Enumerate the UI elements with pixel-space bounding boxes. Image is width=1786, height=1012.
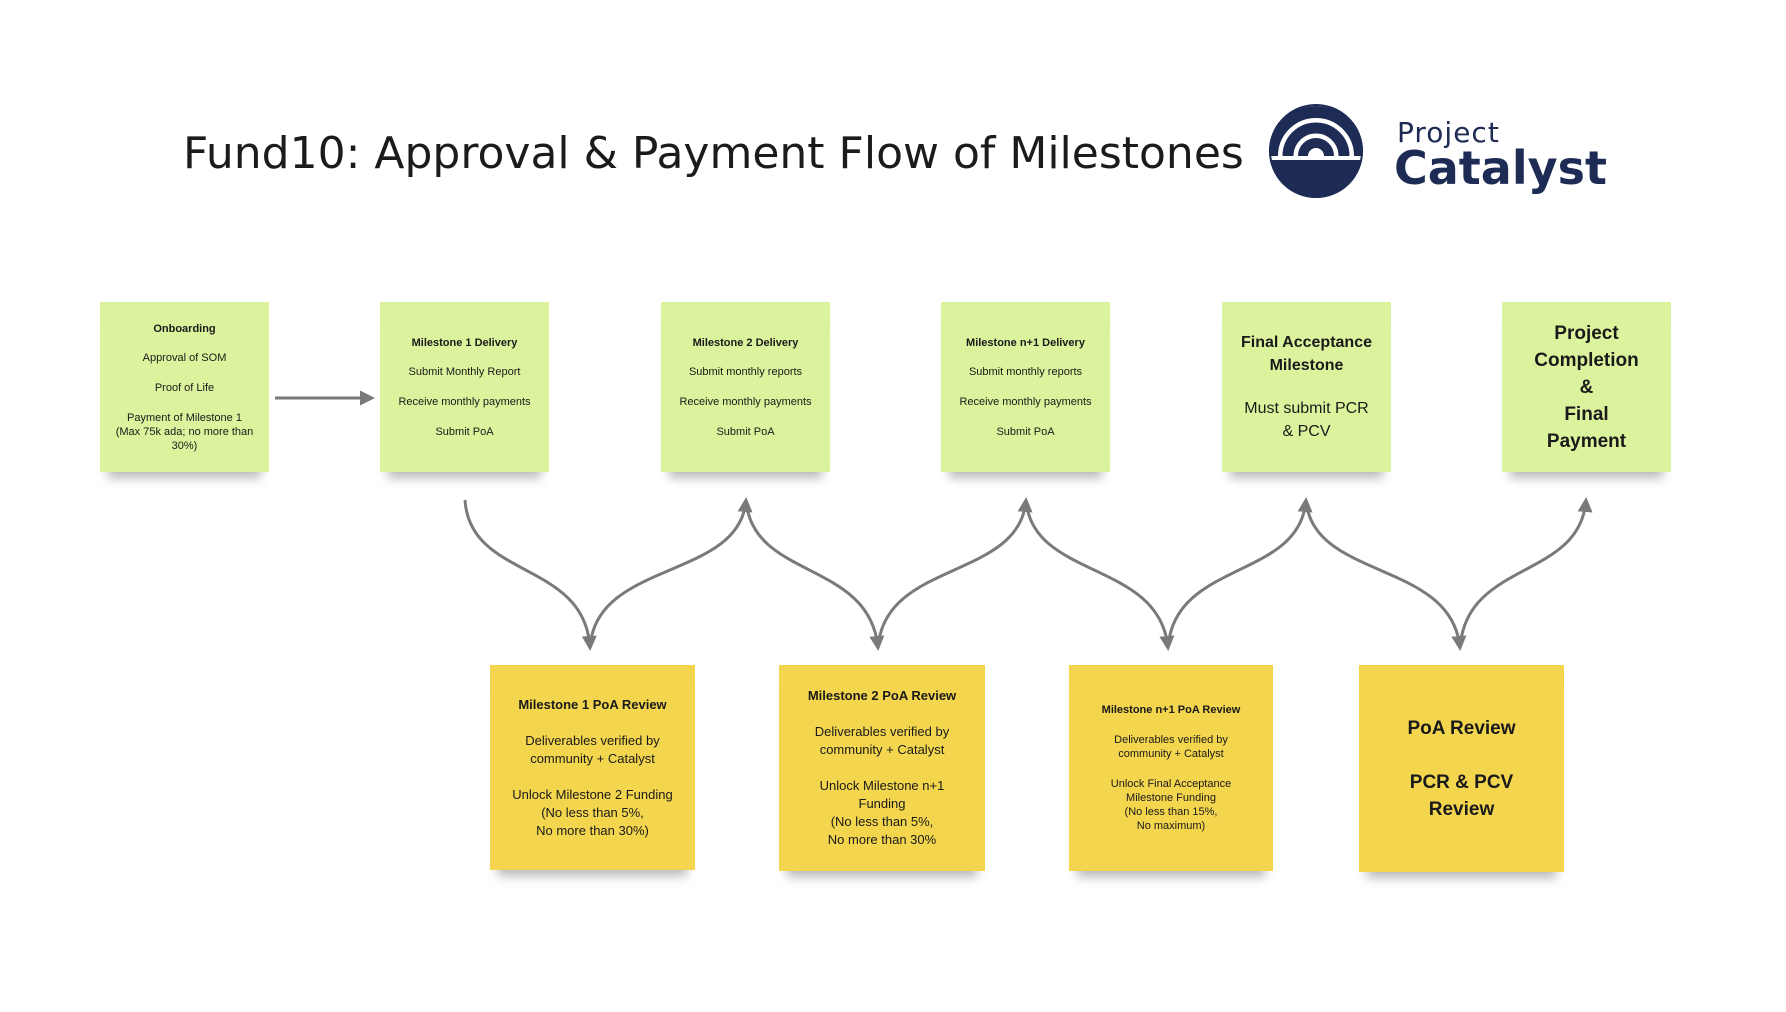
milestone1-poa-review-note: Milestone 1 PoA Review Deliverables veri… <box>490 665 695 870</box>
note-title: Onboarding <box>153 322 216 335</box>
diagram-title: Fund10: Approval & Payment Flow of Miles… <box>183 128 1244 179</box>
milestone1-delivery-note: Milestone 1 Delivery Submit Monthly Repo… <box>380 302 549 472</box>
note-line: Submit PoA <box>716 425 775 438</box>
arrow-review4-to-completion <box>1458 497 1593 649</box>
note-line: Submit PoA <box>996 425 1055 438</box>
catalyst-logo-icon <box>1269 104 1363 198</box>
note-line: Deliverables verified by community + Cat… <box>814 724 950 757</box>
note-line: Proof of Life <box>154 381 215 394</box>
milestone2-delivery-note: Milestone 2 Delivery Submit monthly repo… <box>661 302 830 472</box>
note-line: Payment of Milestone 1 (Max 75k ada; no … <box>115 411 254 452</box>
project-catalyst-logo: Project Catalyst <box>1268 103 1648 203</box>
note-line: Receive monthly payments <box>959 395 1092 408</box>
milestone-n1-delivery-note: Milestone n+1 Delivery Submit monthly re… <box>941 302 1110 472</box>
arrow-m2-to-review2 <box>744 499 885 651</box>
final-acceptance-note: Final Acceptance Milestone Must submit P… <box>1222 302 1391 472</box>
note-line: Submit Monthly Report <box>408 365 521 378</box>
note-line: Deliverables verified by community + Cat… <box>525 732 660 766</box>
note-line: Unlock Final Acceptance Milestone Fundin… <box>1110 778 1232 832</box>
arrow-review1-to-m2 <box>588 497 753 649</box>
note-line: Must submit PCR & PCV <box>1244 400 1369 440</box>
note-title: Milestone 1 Delivery <box>411 336 518 349</box>
logo-text-project: Project <box>1397 116 1500 149</box>
note-line: PCR & PCV Review <box>1409 771 1514 820</box>
note-title: PoA Review <box>1407 717 1516 739</box>
note-title: Project Completion & Final Payment <box>1534 322 1639 452</box>
project-completion-note: Project Completion & Final Payment <box>1502 302 1671 472</box>
note-line: Receive monthly payments <box>679 395 812 408</box>
milestone-n1-poa-review-note: Milestone n+1 PoA Review Deliverables ve… <box>1069 665 1273 871</box>
logo-text-catalyst: Catalyst <box>1394 141 1607 195</box>
note-line: Submit PoA <box>435 425 494 438</box>
note-title: Milestone n+1 Delivery <box>966 336 1085 349</box>
final-poa-review-note: PoA Review PCR & PCV Review <box>1359 665 1564 872</box>
note-line: Receive monthly payments <box>398 395 531 408</box>
arrow-m1-to-review1 <box>463 499 597 651</box>
note-line: Unlock Milestone n+1 Funding (No less th… <box>819 778 945 847</box>
arrow-review3-to-final <box>1166 497 1313 649</box>
onboarding-note: Onboarding Approval of SOM Proof of Life… <box>100 302 269 472</box>
note-line: Deliverables verified by community + Cat… <box>1114 734 1228 760</box>
arrow-review2-to-mn1 <box>876 497 1033 649</box>
note-title: Milestone n+1 PoA Review <box>1101 704 1241 716</box>
arrow-final-to-review4 <box>1304 499 1467 651</box>
arrow-mn1-to-review3 <box>1024 499 1175 651</box>
note-title: Milestone 2 PoA Review <box>807 688 957 703</box>
note-title: Final Acceptance Milestone <box>1240 334 1372 374</box>
note-line: Submit monthly reports <box>688 365 803 378</box>
note-title: Milestone 1 PoA Review <box>518 696 667 712</box>
milestone2-poa-review-note: Milestone 2 PoA Review Deliverables veri… <box>779 665 985 871</box>
note-line: Approval of SOM <box>142 351 227 364</box>
note-title: Milestone 2 Delivery <box>692 336 799 349</box>
note-line: Unlock Milestone 2 Funding (No less than… <box>512 786 673 838</box>
note-line: Submit monthly reports <box>968 365 1083 378</box>
